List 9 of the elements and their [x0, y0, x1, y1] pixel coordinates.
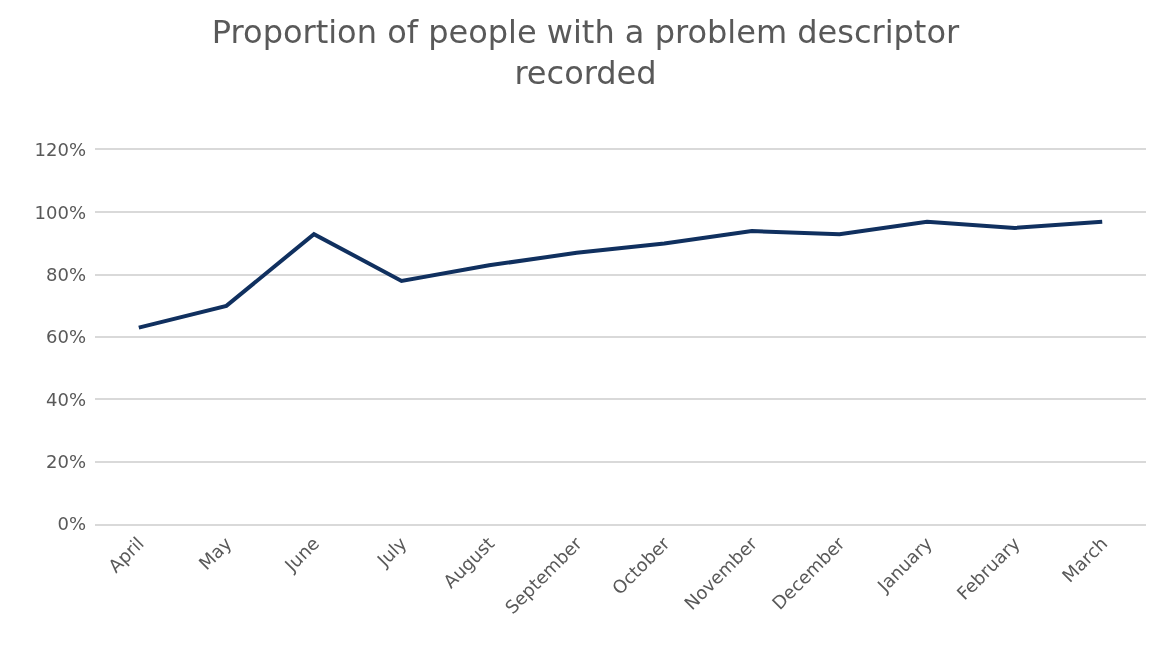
- y-tick-label: 80%: [45, 263, 86, 285]
- y-tick-label: 20%: [45, 450, 86, 472]
- chart-title: Proportion of people with a problem descriptor recorded: [211, 12, 960, 93]
- y-tick-label: 60%: [45, 326, 86, 348]
- y-tick-label: 40%: [45, 388, 86, 410]
- line-series: [136, 219, 1105, 330]
- y-tick-label: 0%: [57, 513, 86, 535]
- y-tick-label: 120%: [34, 139, 86, 161]
- y-tick-label: 100%: [34, 201, 86, 223]
